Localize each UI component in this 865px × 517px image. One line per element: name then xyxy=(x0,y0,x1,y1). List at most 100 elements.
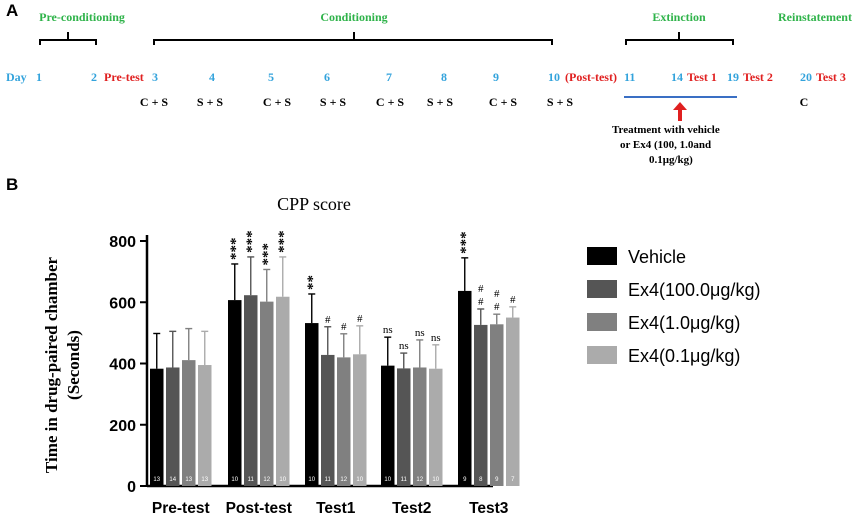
sample-size-label: 10 xyxy=(384,477,391,483)
x-tick-label: Pre-test xyxy=(152,500,210,517)
bar xyxy=(490,324,504,486)
sample-size-label: 13 xyxy=(185,477,192,483)
significance-mark: # xyxy=(325,314,331,326)
bar xyxy=(429,368,443,486)
day-marker: 6 xyxy=(324,70,330,84)
session-label: S + S xyxy=(197,95,224,109)
day-marker: 11 xyxy=(624,70,635,84)
sample-size-label: 9 xyxy=(495,477,499,483)
sample-size-label: 12 xyxy=(263,477,270,483)
legend-entry: Ex4(1.0μg/kg) xyxy=(628,313,740,333)
phase-label: Pre-conditioning xyxy=(39,10,125,24)
sample-size-label: 10 xyxy=(231,477,238,483)
y-tick-label: 400 xyxy=(109,357,136,374)
sample-size-label: 11 xyxy=(248,477,255,483)
session-label: S + S xyxy=(547,95,574,109)
session-label: C + S xyxy=(489,95,518,109)
bar xyxy=(228,300,242,486)
day-marker: 10 xyxy=(548,70,560,84)
bar xyxy=(413,367,427,486)
day-marker: 9 xyxy=(493,70,499,84)
bars: 13 14 13 13 10 *** 11 *** 12 *** 10 *** 10 ** 11 #12 #10… xyxy=(150,230,520,486)
day-marker: 8 xyxy=(441,70,447,84)
session-label: C + S xyxy=(263,95,292,109)
bar xyxy=(166,367,180,486)
legend: Vehicle Ex4(100.0μg/kg) Ex4(1.0μg/kg) Ex4(0… xyxy=(587,247,760,366)
session-row: C + S S + S C + S S + S C + S S + S C + S S + S… xyxy=(140,95,808,109)
bar xyxy=(458,290,472,486)
day-marker: 20 xyxy=(800,70,812,84)
significance-glyph: # xyxy=(510,294,516,306)
sample-size-label: 10 xyxy=(432,477,439,483)
bar xyxy=(506,317,520,486)
bar xyxy=(198,365,212,486)
legend-swatch xyxy=(587,346,617,364)
treatment-line: or Ex4 (100, 1.0and xyxy=(620,139,711,151)
day-marker: 1 xyxy=(36,70,42,84)
sample-size-label: 10 xyxy=(356,477,363,483)
significance-mark: # xyxy=(510,294,516,306)
bar xyxy=(276,296,290,486)
x-tick-label: Post-test xyxy=(226,500,292,517)
sample-size-label: 13 xyxy=(153,477,160,483)
phase-brace xyxy=(39,32,97,45)
session-label: C + S xyxy=(140,95,169,109)
sample-size-label: 11 xyxy=(401,477,408,483)
day-label: Day xyxy=(6,70,27,84)
bar xyxy=(260,301,274,486)
y-tick-label: 0 xyxy=(127,479,136,496)
day-marker: 5 xyxy=(268,70,274,84)
sample-size-label: 12 xyxy=(340,477,347,483)
legend-swatch xyxy=(587,247,617,265)
day-marker: 14 xyxy=(671,70,683,84)
significance-glyph: # xyxy=(494,288,500,300)
significance-mark: *** xyxy=(228,237,244,260)
sample-size-label: 10 xyxy=(308,477,315,483)
significance-mark: ## xyxy=(478,283,484,308)
significance-glyph: # xyxy=(494,301,500,313)
x-tick-label: Test3 xyxy=(469,500,509,517)
phase-label: Extinction xyxy=(652,10,706,24)
phase-brace xyxy=(625,32,734,45)
x-tick-label: Test1 xyxy=(316,500,356,517)
treatment-arrow-icon xyxy=(673,102,687,121)
day-row: Day 1 2 Pre-test 3 4 5 6 7 8 9 10 (Post-test) 11 14 Tes… xyxy=(6,70,846,84)
significance-mark: ns xyxy=(415,327,425,339)
sample-size-label: 13 xyxy=(201,477,208,483)
treatment-line: Treatment with vehicle xyxy=(612,124,720,136)
bar xyxy=(321,354,335,486)
significance-glyph: # xyxy=(478,296,484,308)
x-tick-label: Test2 xyxy=(392,500,431,517)
bar xyxy=(182,360,196,486)
session-label: S + S xyxy=(427,95,454,109)
significance-mark: *** xyxy=(458,231,474,254)
day-marker: Test 1 xyxy=(687,70,717,84)
y-tick-label: 600 xyxy=(109,295,136,312)
day-marker: Test 2 xyxy=(743,70,773,84)
significance-mark: *** xyxy=(244,230,260,253)
legend-entry: Ex4(100.0μg/kg) xyxy=(628,280,760,300)
treatment-note: Treatment with vehicle or Ex4 (100, 1.0an… xyxy=(612,124,720,166)
bar xyxy=(337,357,351,486)
y-axis-title: Time in drug-paired chamber xyxy=(42,256,61,473)
sample-size-label: 7 xyxy=(511,477,515,483)
sample-size-label: 9 xyxy=(463,477,467,483)
significance-mark: ns xyxy=(431,332,441,344)
day-marker: Pre-test xyxy=(104,70,144,84)
y-tick-label: 200 xyxy=(109,418,136,435)
legend-swatch xyxy=(587,313,617,331)
phase-brace xyxy=(153,32,553,45)
cpp-chart-panel: B CPP score Time in drug-paired chamber(… xyxy=(6,175,760,517)
significance-mark: ## xyxy=(494,288,500,313)
bar xyxy=(381,365,395,486)
sample-size-label: 10 xyxy=(279,477,286,483)
sample-size-label: 12 xyxy=(416,477,423,483)
significance-mark: ns xyxy=(399,340,409,352)
bar xyxy=(397,368,411,486)
phase-label: Reinstatement xyxy=(778,10,852,24)
significance-mark: *** xyxy=(260,243,276,266)
day-marker: 19 xyxy=(727,70,739,84)
session-label: C + S xyxy=(376,95,405,109)
significance-glyph: # xyxy=(478,283,484,295)
